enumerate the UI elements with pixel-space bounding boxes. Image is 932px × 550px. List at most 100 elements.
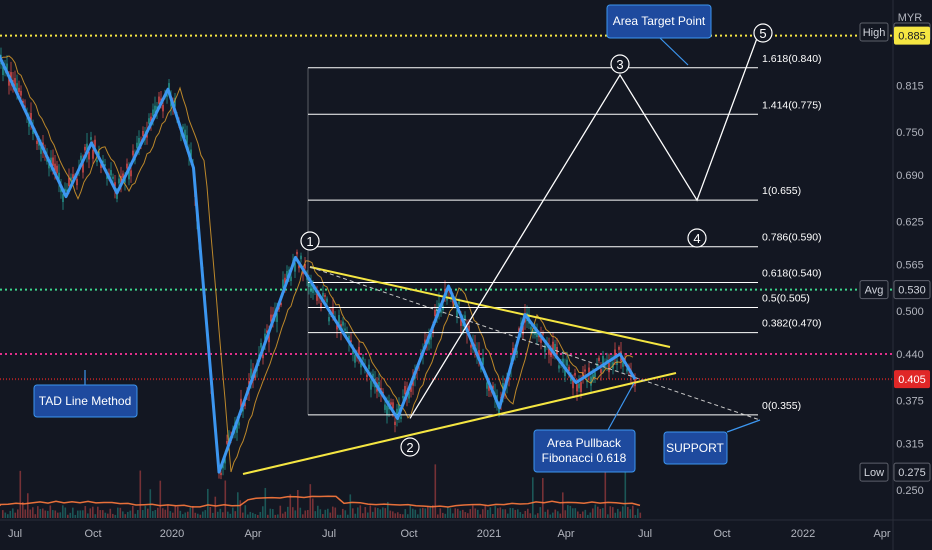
volume-bar (532, 477, 534, 518)
volume-bar (357, 507, 359, 518)
volume-bar (474, 508, 477, 518)
candle-body (322, 292, 324, 297)
volume-bar (369, 505, 372, 518)
candle-body (168, 83, 170, 90)
volume-bar (294, 510, 297, 518)
volume-bar (329, 512, 332, 518)
candle-body (100, 163, 102, 168)
volume-bar (169, 511, 172, 518)
volume-bar (507, 513, 509, 518)
candle-body (602, 356, 604, 365)
candle-body (390, 402, 392, 405)
volume-bar (157, 507, 159, 518)
candle-body (394, 421, 396, 425)
callout-area-target-point[interactable]: Area Target Point (606, 4, 712, 66)
volume-bar (174, 505, 177, 518)
candle-body (18, 87, 20, 92)
candle-body (312, 284, 314, 294)
volume-bar (637, 508, 639, 518)
candle-body (478, 350, 480, 359)
volume-bar (402, 514, 404, 518)
volume-bar (409, 505, 412, 518)
candle-body (132, 150, 134, 156)
candle-body (362, 357, 364, 360)
volume-bar (104, 512, 107, 518)
wave-label-2: 2 (400, 437, 420, 457)
candle-body (392, 402, 394, 409)
candle-body (270, 314, 272, 322)
candle-body (352, 349, 354, 354)
volume-bar (282, 513, 284, 518)
x-tick-label: Apr (557, 528, 574, 540)
volume-bar (387, 501, 389, 518)
volume-bar (314, 511, 317, 518)
volume-bar (384, 508, 387, 518)
volume-bar (147, 508, 149, 518)
candle-body (112, 176, 114, 179)
volume-bar (639, 512, 642, 518)
dashed-projection-line[interactable] (309, 266, 761, 421)
candle-body (254, 373, 256, 378)
volume-bar (432, 505, 434, 518)
candle-body (584, 369, 586, 372)
candle-body (190, 149, 192, 159)
candle-body (298, 264, 300, 269)
volume-bar (372, 511, 374, 518)
volume-bar (87, 513, 89, 518)
volume-bar (37, 506, 39, 518)
candle-body (32, 127, 34, 134)
volume-bar (77, 510, 79, 518)
volume-bar (337, 514, 339, 518)
volume-bar (69, 512, 72, 518)
candle-body (182, 126, 184, 129)
volume-bar (397, 512, 399, 518)
volume-bar (159, 480, 162, 518)
volume-bar (82, 510, 84, 518)
candle-body (296, 251, 298, 255)
candle-body (148, 118, 150, 124)
plot-area[interactable] (0, 0, 893, 520)
volume-bar (404, 509, 407, 518)
volume-bar (42, 508, 44, 518)
candle-body (54, 163, 56, 172)
candle-body (268, 332, 270, 343)
volume-bar (442, 512, 444, 518)
candle-body (594, 372, 596, 378)
volume-bar (544, 511, 547, 518)
volume-bar (207, 488, 209, 518)
callout-support[interactable]: SUPPORT (663, 419, 761, 465)
candle-body (588, 367, 590, 374)
candle-body (360, 361, 362, 368)
candle-body (464, 315, 466, 320)
y-tick-label: 0.750 (896, 127, 924, 139)
volume-bar (619, 511, 622, 518)
candle-body (540, 335, 542, 343)
volume-bar (602, 508, 604, 518)
volume-bar (447, 506, 449, 518)
volume-bar (407, 514, 409, 518)
candle-body (282, 279, 284, 288)
volume-bar (209, 506, 212, 518)
candle-body (440, 309, 442, 313)
volume-bar (24, 509, 27, 518)
volume-bar (632, 505, 634, 518)
candle-body (338, 315, 340, 325)
lower-support-trendline[interactable] (242, 372, 677, 475)
badge-value-box (894, 26, 930, 45)
volume-bar (304, 510, 307, 518)
volume-bar (54, 510, 57, 518)
volume-bar (254, 514, 257, 518)
candle-body (52, 157, 54, 166)
candle-body (430, 333, 432, 340)
callout-tad-line-method[interactable]: TAD Line Method (33, 370, 138, 418)
volume-bar (269, 508, 272, 518)
volume-bar (74, 514, 77, 518)
volume-bar (14, 512, 17, 518)
upper-resistance-trendline[interactable] (309, 266, 671, 348)
volume-bar (382, 507, 384, 518)
volume-bar (292, 507, 294, 518)
callout-area-pullback[interactable]: Area Pullback Fibonacci 0.618 (533, 382, 636, 473)
candle-body (424, 339, 426, 345)
